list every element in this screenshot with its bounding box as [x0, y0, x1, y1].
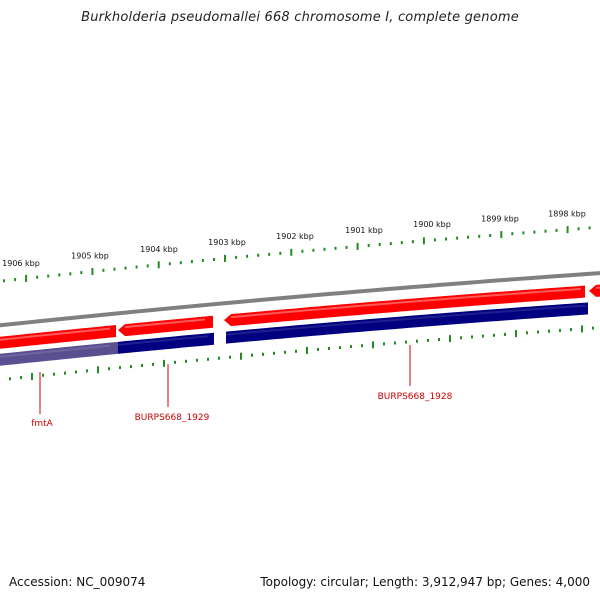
forward-gene-block-right — [224, 285, 585, 327]
kbp-label: 1906 kbp — [2, 259, 40, 268]
gene-label[interactable]: BURPS668_1928 — [378, 392, 453, 402]
genome-backbone — [0, 271, 600, 328]
reverse-gene-block-right-highlight — [225, 304, 587, 336]
kbp-label: 1902 kbp — [276, 232, 314, 241]
gene-label[interactable]: fmtA — [31, 419, 53, 429]
scale-labels: 1906 kbp 1905 kbp 1904 kbp 1903 kbp 1902 kbp… — [2, 210, 586, 268]
reverse-gene-block-mid-highlight — [117, 335, 209, 346]
gene-label[interactable]: BURPS668_1929 — [135, 413, 210, 423]
genome-summary-text: Topology: circular; Length: 3,912,947 bp… — [260, 575, 590, 589]
kbp-label: 1901 kbp — [345, 226, 383, 235]
accession-text: Accession: NC_009074 — [9, 575, 146, 589]
forward-gene-block-edge-highlight — [595, 286, 600, 289]
gene-tracks — [0, 271, 600, 366]
forward-gene-block-left — [0, 325, 116, 349]
reverse-gene-block-right — [226, 302, 588, 344]
kbp-label: 1905 kbp — [71, 252, 109, 261]
forward-gene-block-edge — [589, 284, 600, 297]
forward-gene-block-mid-highlight — [124, 318, 206, 329]
reverse-gene-block-mid — [118, 332, 214, 354]
kbp-label: 1900 kbp — [413, 220, 451, 229]
reverse-gene-block-left — [0, 341, 118, 366]
kbp-label: 1903 kbp — [208, 238, 246, 247]
kbp-label: 1899 kbp — [481, 215, 519, 224]
genome-title: Burkholderia pseudomallei 668 chromosome… — [81, 10, 519, 25]
kbp-label: 1904 kbp — [140, 245, 178, 254]
forward-gene-block-left-highlight — [0, 327, 111, 341]
forward-gene-block-right-highlight — [230, 287, 582, 319]
gene-labels: fmtA BURPS668_1929 BURPS668_1928 — [31, 345, 453, 429]
reverse-gene-block-left-highlight — [0, 344, 111, 358]
scale-ticks — [3, 226, 594, 381]
kbp-label: 1898 kbp — [548, 210, 586, 219]
forward-gene-block-mid — [118, 315, 213, 337]
